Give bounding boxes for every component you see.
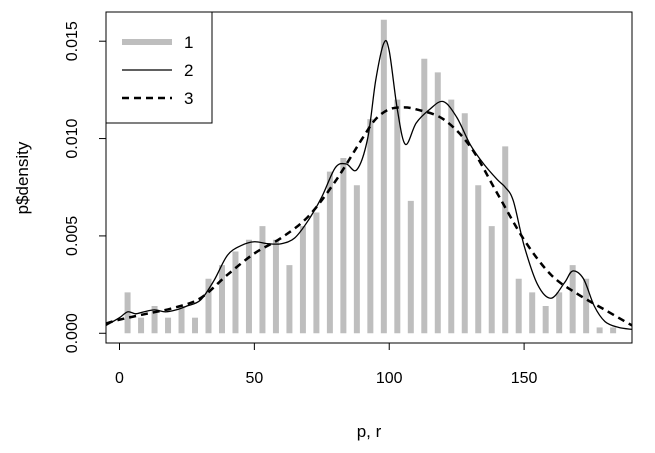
y-tick-label: 0.000: [64, 313, 81, 353]
x-tick-label: 50: [245, 370, 263, 387]
x-axis: 0 50 100 150: [115, 342, 538, 387]
legend-label: 3: [184, 89, 193, 108]
legend: 1 2 3: [105, 11, 213, 124]
y-axis-label: p$density: [13, 141, 32, 214]
density-line-dashed: [106, 106, 632, 327]
legend-label: 2: [184, 61, 193, 80]
density-line-solid: [106, 39, 632, 331]
legend-label: 1: [184, 33, 193, 52]
x-tick-label: 0: [115, 370, 124, 387]
y-tick-label: 0.010: [64, 118, 81, 158]
x-tick-label: 100: [376, 370, 403, 387]
histogram-bars-layer: [124, 19, 617, 334]
y-axis: 0.000 0.005 0.010 0.015: [64, 21, 107, 353]
x-tick-label: 150: [511, 370, 538, 387]
y-tick-label: 0.005: [64, 216, 81, 256]
x-axis-label: p, r: [357, 422, 382, 441]
density-lines-layer: [106, 39, 632, 331]
y-tick-label: 0.015: [64, 21, 81, 61]
legend-box: [105, 11, 213, 124]
